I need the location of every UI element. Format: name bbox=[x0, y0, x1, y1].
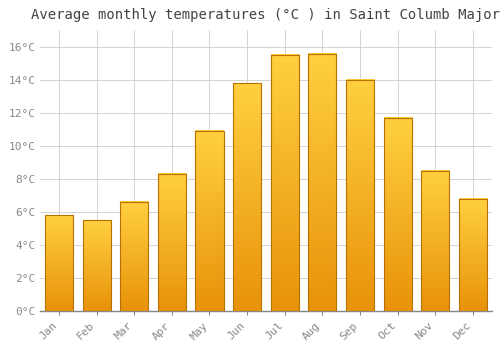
Bar bbox=[45, 216, 73, 311]
Bar bbox=[196, 131, 224, 311]
Bar bbox=[421, 171, 450, 311]
Title: Average monthly temperatures (°C ) in Saint Columb Major: Average monthly temperatures (°C ) in Sa… bbox=[32, 8, 500, 22]
Bar bbox=[458, 199, 487, 311]
Bar bbox=[346, 80, 374, 311]
Bar bbox=[120, 202, 148, 311]
Bar bbox=[233, 83, 261, 311]
Bar bbox=[384, 118, 411, 311]
Bar bbox=[82, 220, 110, 311]
Bar bbox=[308, 54, 336, 311]
Bar bbox=[270, 55, 299, 311]
Bar bbox=[158, 174, 186, 311]
